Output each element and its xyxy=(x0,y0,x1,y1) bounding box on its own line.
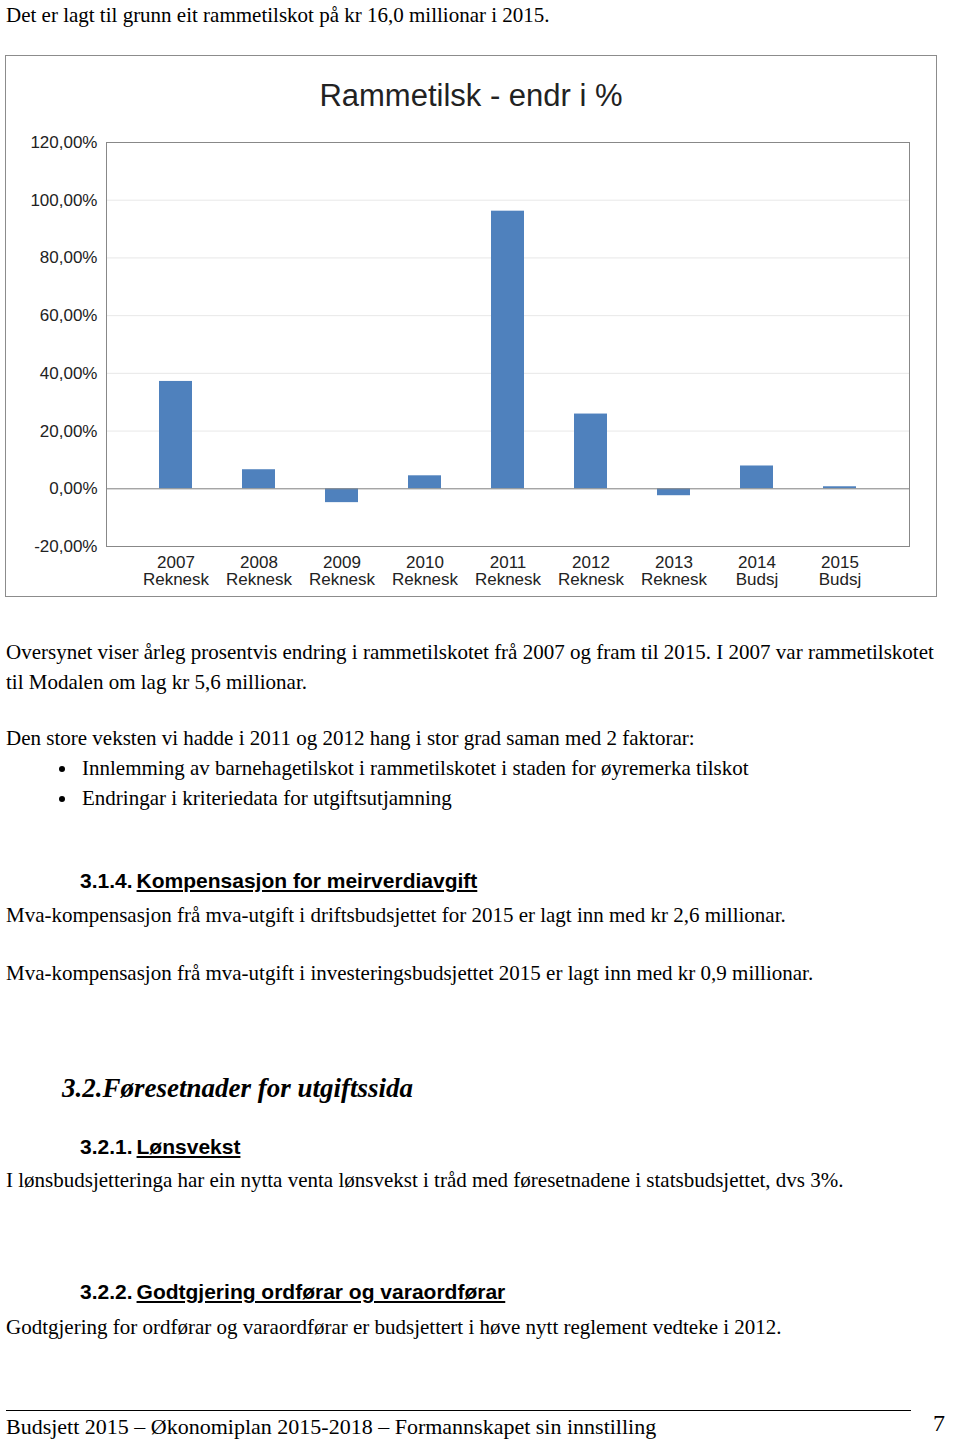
svg-text:2011Reknesk: 2011Reknesk xyxy=(475,553,542,589)
svg-text:2010Reknesk: 2010Reknesk xyxy=(392,553,459,589)
svg-text:2007Reknesk: 2007Reknesk xyxy=(143,553,210,589)
html-text:Oversynet viser årleg prosentv: Oversynet viser årleg prosentvis endring… xyxy=(6,640,934,694)
svg-text:2015Budsj: 2015Budsj xyxy=(819,553,862,589)
svg-text:2008Reknesk: 2008Reknesk xyxy=(226,553,293,589)
html-text:Den store veksten vi hadde i 2: Den store veksten vi hadde i 2011 og 201… xyxy=(6,726,695,750)
html-text:Det er lagt til grunn eit ramm: Det er lagt til grunn eit rammetilskot p… xyxy=(6,3,550,27)
svg-text:60,00%: 60,00% xyxy=(40,306,98,325)
html-text:Mva-kompensasjon frå mva-utgif: Mva-kompensasjon frå mva-utgift i drifts… xyxy=(6,903,786,927)
html-text:Mva-kompensasjon frå mva-utgif: Mva-kompensasjon frå mva-utgift i invest… xyxy=(6,961,814,985)
svg-text:2009Reknesk: 2009Reknesk xyxy=(309,553,376,589)
html-text:I lønsbudsjetteringa har ein n: I lønsbudsjetteringa har ein nytta venta… xyxy=(6,1168,844,1192)
svg-text:-20,00%: -20,00% xyxy=(34,537,97,556)
html-text:3.2.1. Lønsvekst: 3.2.1. Lønsvekst xyxy=(80,1135,241,1158)
svg-text:2013Reknesk: 2013Reknesk xyxy=(641,553,708,589)
html-text:Budsjett 2015 – Økonomiplan 20: Budsjett 2015 – Økonomiplan 2015-2018 – … xyxy=(6,1414,657,1439)
svg-text:100,00%: 100,00% xyxy=(30,191,97,210)
svg-text:2012Reknesk: 2012Reknesk xyxy=(558,553,625,589)
html-text:Innlemming av barnehagetilskot: Innlemming av barnehagetilskot i rammeti… xyxy=(82,756,749,780)
svg-text:2014Budsj: 2014Budsj xyxy=(736,553,779,589)
html-text:3.2. Føresetnader for utgiftss: 3.2. Føresetnader for utgiftssida xyxy=(62,1073,413,1103)
html-text:7: 7 xyxy=(933,1410,945,1436)
svg-text:20,00%: 20,00% xyxy=(40,422,98,441)
svg-text:40,00%: 40,00% xyxy=(40,364,98,383)
html-text:Rammetilsk - endr i %: Rammetilsk - endr i % xyxy=(319,78,623,113)
html-text:Endringar i kriteriedata for u: Endringar i kriteriedata for utgiftsutja… xyxy=(82,786,452,810)
html-text:3.2.2. Godtgjering ordførar og: 3.2.2. Godtgjering ordførar og varaordfø… xyxy=(80,1280,506,1303)
html-text:3.1.4. Kompensasjon for meirve: 3.1.4. Kompensasjon for meirverdiavgift xyxy=(80,869,478,892)
html-text:Godtgjering for ordførar og va: Godtgjering for ordførar og varaordførar… xyxy=(6,1315,782,1339)
svg-text:0,00%: 0,00% xyxy=(49,479,97,498)
svg-text:80,00%: 80,00% xyxy=(40,248,98,267)
svg-text:120,00%: 120,00% xyxy=(30,136,97,152)
